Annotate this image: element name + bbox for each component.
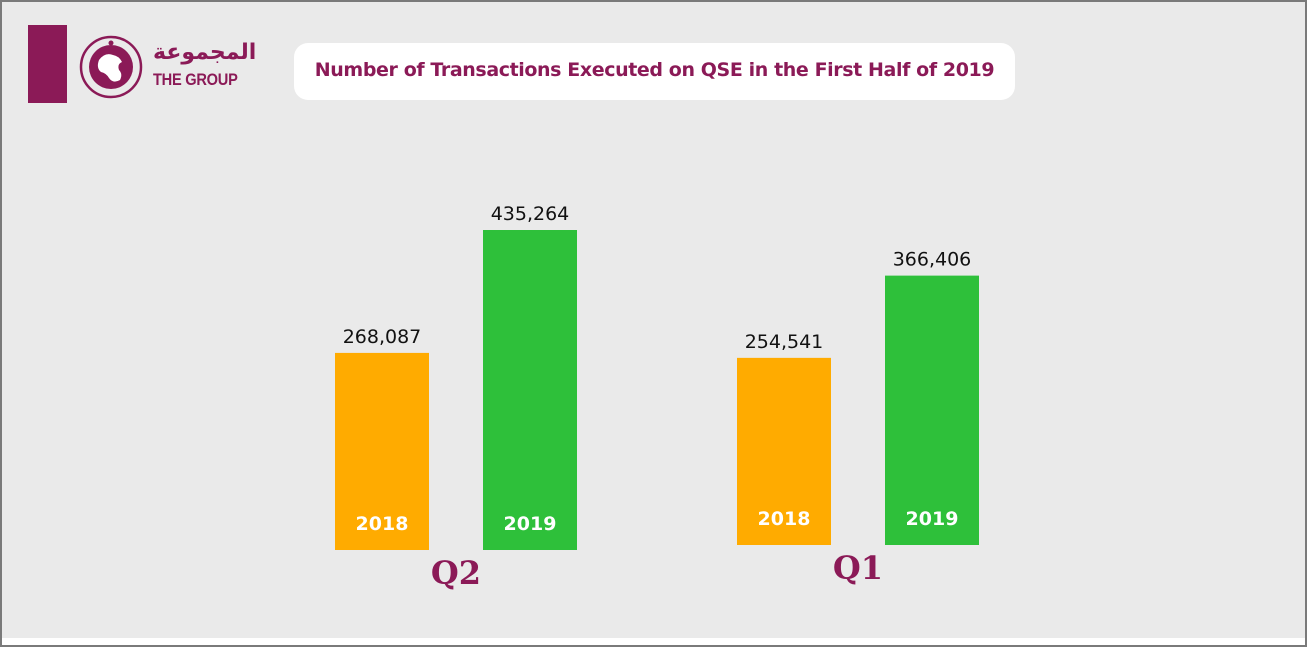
- series-label-q2-2018: 2018: [356, 513, 409, 535]
- series-label-q1-2018: 2018: [758, 508, 811, 530]
- chart-title-box: Number of Transactions Executed on QSE i…: [294, 43, 1015, 100]
- chart-panel: المجموعة THE GROUP Number of Transaction…: [2, 2, 1305, 638]
- brand-name-arabic: المجموعة: [153, 40, 257, 65]
- brand-color-bar: [28, 25, 67, 103]
- category-label-q1: Q1: [833, 549, 883, 587]
- bar-q1-2019: [885, 275, 979, 545]
- data-label-q2-2019: 435,264: [491, 203, 570, 225]
- chart-title: Number of Transactions Executed on QSE i…: [314, 59, 995, 81]
- category-label-q2: Q2: [431, 554, 481, 592]
- globe-icon: [79, 34, 143, 104]
- data-label-q1-2019: 366,406: [893, 249, 972, 271]
- brand-name: THE GROUP: [153, 70, 238, 89]
- bar-q1-2018: [737, 357, 831, 545]
- series-label-q1-2019: 2019: [906, 508, 959, 530]
- bar-chart: 268,087 2018 435,264 2019 Q2 254,541 2018 366,4…: [335, 203, 979, 592]
- data-label-q2-2018: 268,087: [343, 326, 422, 348]
- series-label-q2-2019: 2019: [504, 513, 557, 535]
- bar-q2-2018: [335, 352, 429, 550]
- data-label-q1-2018: 254,541: [745, 331, 824, 353]
- bar-q2-2019: [483, 230, 577, 550]
